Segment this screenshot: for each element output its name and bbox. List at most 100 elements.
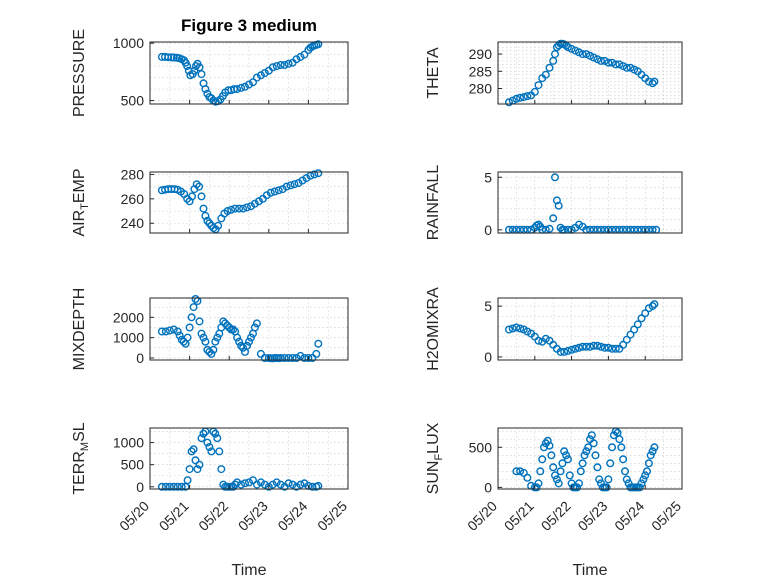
data-point — [534, 479, 543, 488]
y-tick-label: 240 — [121, 215, 145, 231]
data-point — [608, 443, 617, 452]
data-point — [567, 44, 576, 53]
data-point — [619, 62, 628, 71]
data-point — [547, 451, 556, 460]
data-point — [606, 459, 615, 468]
axes-background — [149, 171, 349, 234]
data-point — [532, 483, 541, 492]
y-tick-label: 0 — [136, 350, 144, 366]
data-point — [549, 214, 558, 223]
data-point — [604, 58, 613, 67]
data-point — [615, 435, 624, 444]
y-axis-label: H2OMIXRA — [425, 287, 442, 371]
data-point — [197, 329, 206, 338]
data-point — [589, 439, 598, 448]
data-point — [280, 354, 289, 363]
data-point — [516, 324, 525, 333]
data-point — [199, 429, 208, 438]
y-axis-label: PRESSURE — [71, 29, 88, 117]
data-point — [239, 204, 248, 213]
data-point — [586, 342, 595, 351]
data-point — [201, 211, 210, 220]
data-point — [233, 85, 242, 94]
x-tick-label: 05/25 — [648, 498, 684, 534]
x-tick-label: 05/22 — [538, 498, 574, 534]
data-point — [282, 182, 291, 191]
data-point — [256, 478, 265, 487]
data-point — [505, 325, 514, 334]
data-point — [242, 203, 251, 212]
data-point — [646, 451, 655, 460]
data-point — [240, 479, 249, 488]
data-point — [191, 456, 200, 465]
data-point — [211, 429, 220, 438]
axes-frame — [149, 297, 349, 361]
data-point — [197, 192, 206, 201]
data-point — [233, 478, 242, 487]
x-tick-label: 05/24 — [611, 498, 647, 534]
data-point — [512, 323, 521, 332]
data-point — [644, 77, 653, 86]
data-point — [314, 40, 323, 49]
data-point — [552, 475, 561, 484]
data-point — [165, 326, 174, 335]
x-tick-label: 05/20 — [116, 498, 152, 534]
data-point — [563, 455, 572, 464]
data-point — [157, 327, 166, 336]
data-point — [189, 445, 198, 454]
data-point — [619, 340, 628, 349]
data-point — [199, 333, 208, 342]
data-point — [549, 463, 558, 472]
data-point — [231, 204, 240, 213]
data-point — [617, 443, 626, 452]
data-point — [183, 62, 192, 71]
data-point — [161, 327, 170, 336]
data-point — [242, 341, 251, 350]
data-point — [562, 451, 571, 460]
data-point — [195, 182, 204, 191]
data-point — [284, 59, 293, 68]
y-tick-label: 5 — [484, 298, 492, 314]
data-point — [584, 443, 593, 452]
data-point — [197, 434, 206, 443]
data-point — [224, 86, 233, 95]
data-point — [650, 300, 659, 309]
data-point — [272, 62, 281, 71]
panel-rainfall: 0 5 RAINFALL — [425, 165, 683, 241]
data-point — [296, 52, 305, 61]
data-point — [534, 336, 543, 345]
data-point — [523, 92, 532, 101]
data-point — [215, 447, 224, 456]
axes-frame — [149, 427, 349, 490]
data-point — [199, 204, 208, 213]
data-point — [576, 467, 585, 476]
data-point — [595, 475, 604, 484]
axes-frame — [497, 171, 683, 234]
data-point — [558, 459, 567, 468]
data-point — [563, 346, 572, 355]
data-point — [169, 482, 178, 491]
data-point — [201, 337, 210, 346]
data-point — [167, 53, 176, 62]
y-axis-label: RAINFALL — [425, 165, 442, 241]
data-point — [173, 482, 182, 491]
data-point — [185, 323, 194, 332]
data-point — [516, 467, 525, 476]
data-point — [268, 63, 277, 72]
data-point — [183, 476, 192, 485]
data-point — [288, 480, 297, 489]
data-point — [586, 51, 595, 60]
data-point — [593, 463, 602, 472]
data-point — [565, 471, 574, 480]
x-tick-label: 05/20 — [464, 498, 500, 534]
data-point — [541, 70, 550, 79]
data-point — [201, 85, 210, 94]
data-point — [600, 343, 609, 352]
data-point — [164, 53, 173, 62]
data-point — [540, 443, 549, 452]
data-point — [203, 438, 212, 447]
data-point — [161, 482, 170, 491]
data-point — [545, 224, 554, 233]
data-point — [252, 73, 261, 82]
y-tick-label: 280 — [469, 81, 493, 97]
